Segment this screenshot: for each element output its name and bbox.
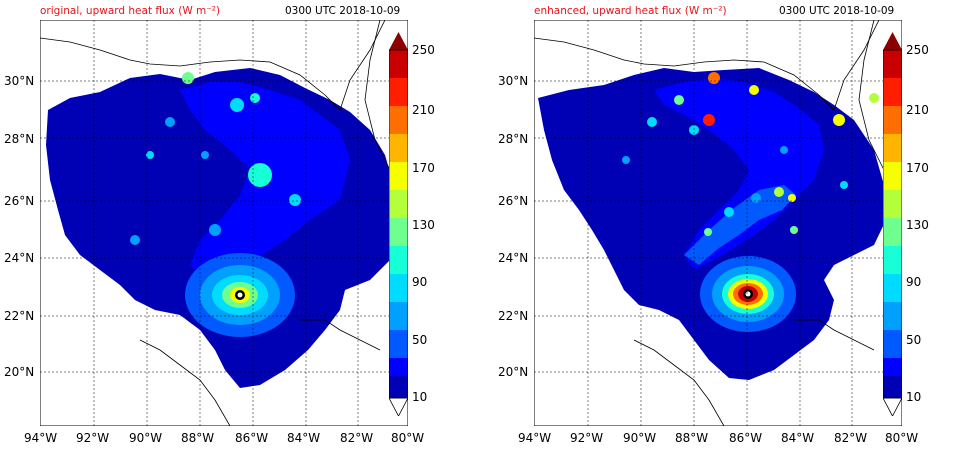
- colorbar-label-130: 130: [412, 218, 435, 232]
- timestamp-label: 0300 UTC 2018-10-09: [285, 5, 401, 17]
- colorbar-label-90: 90: [412, 275, 428, 289]
- y-tick-label: 20°N: [4, 365, 35, 379]
- x-tick-label: 82°W: [340, 431, 374, 445]
- x-tick-label: 84°W: [781, 431, 815, 445]
- panel-original: original, upward heat flux (W m⁻²) 0300 …: [4, 5, 435, 445]
- y-tick-label: 30°N: [4, 74, 35, 88]
- colorbar: [882, 32, 903, 417]
- y-tick-label: 22°N: [4, 309, 35, 323]
- colorbar-label-50: 50: [412, 333, 428, 347]
- y-tick-label: 26°N: [498, 194, 529, 208]
- gridlines: [40, 20, 408, 426]
- colorbar-label-50: 50: [906, 333, 922, 347]
- x-tick-label: 86°W: [729, 431, 763, 445]
- x-tick-label: 80°W: [391, 431, 425, 445]
- y-tick-label: 28°N: [4, 132, 35, 146]
- colorbar-label-170: 170: [412, 161, 435, 175]
- x-tick-label: 90°W: [623, 431, 657, 445]
- colorbar: [388, 32, 409, 417]
- x-tick-label: 80°W: [885, 431, 919, 445]
- heat-flux-field-mid: [654, 78, 824, 270]
- x-tick-label: 92°W: [76, 431, 110, 445]
- colorbar-label-210: 210: [412, 103, 435, 117]
- y-tick-label: 30°N: [498, 74, 529, 88]
- colorbar-label-250: 250: [412, 43, 435, 57]
- panel-enhanced: enhanced, upward heat flux (W m⁻²) 0300 …: [494, 0, 972, 451]
- x-tick-label: 90°W: [129, 431, 163, 445]
- colorbar-label-90: 90: [906, 275, 922, 289]
- y-tick-label: 20°N: [498, 365, 529, 379]
- colorbar-label-250: 250: [906, 43, 929, 57]
- y-tick-label: 24°N: [498, 251, 529, 265]
- colorbar-label-10: 10: [412, 390, 428, 404]
- colorbar-label-10: 10: [906, 390, 922, 404]
- x-tick-label: 94°W: [518, 431, 552, 445]
- colorbar-svg: [388, 32, 409, 417]
- y-tick-label: 26°N: [4, 194, 35, 208]
- colorbar-label-210: 210: [906, 103, 929, 117]
- map-plot-area: [40, 20, 408, 426]
- x-tick-label: 94°W: [24, 431, 58, 445]
- y-tick-label: 28°N: [498, 132, 529, 146]
- panel-title: enhanced, upward heat flux (W m⁻²): [534, 5, 727, 17]
- hurricane-core: [185, 253, 295, 337]
- colorbar-label-170: 170: [906, 161, 929, 175]
- map-canvas: [40, 20, 408, 426]
- hurricane-core: [700, 256, 796, 332]
- map-plot-area: [534, 20, 902, 426]
- x-tick-label: 88°W: [181, 431, 215, 445]
- x-tick-label: 88°W: [675, 431, 709, 445]
- x-tick-label: 86°W: [235, 431, 269, 445]
- colorbar-label-130: 130: [906, 218, 929, 232]
- gridlines: [534, 20, 902, 426]
- timestamp-label: 0300 UTC 2018-10-09: [779, 5, 895, 17]
- map-canvas: [534, 20, 902, 426]
- y-tick-label: 24°N: [4, 251, 35, 265]
- x-tick-label: 82°W: [834, 431, 868, 445]
- x-tick-label: 92°W: [570, 431, 604, 445]
- panel-title: original, upward heat flux (W m⁻²): [40, 5, 221, 17]
- x-tick-label: 84°W: [287, 431, 321, 445]
- y-tick-label: 22°N: [498, 309, 529, 323]
- colorbar-svg: [882, 32, 903, 417]
